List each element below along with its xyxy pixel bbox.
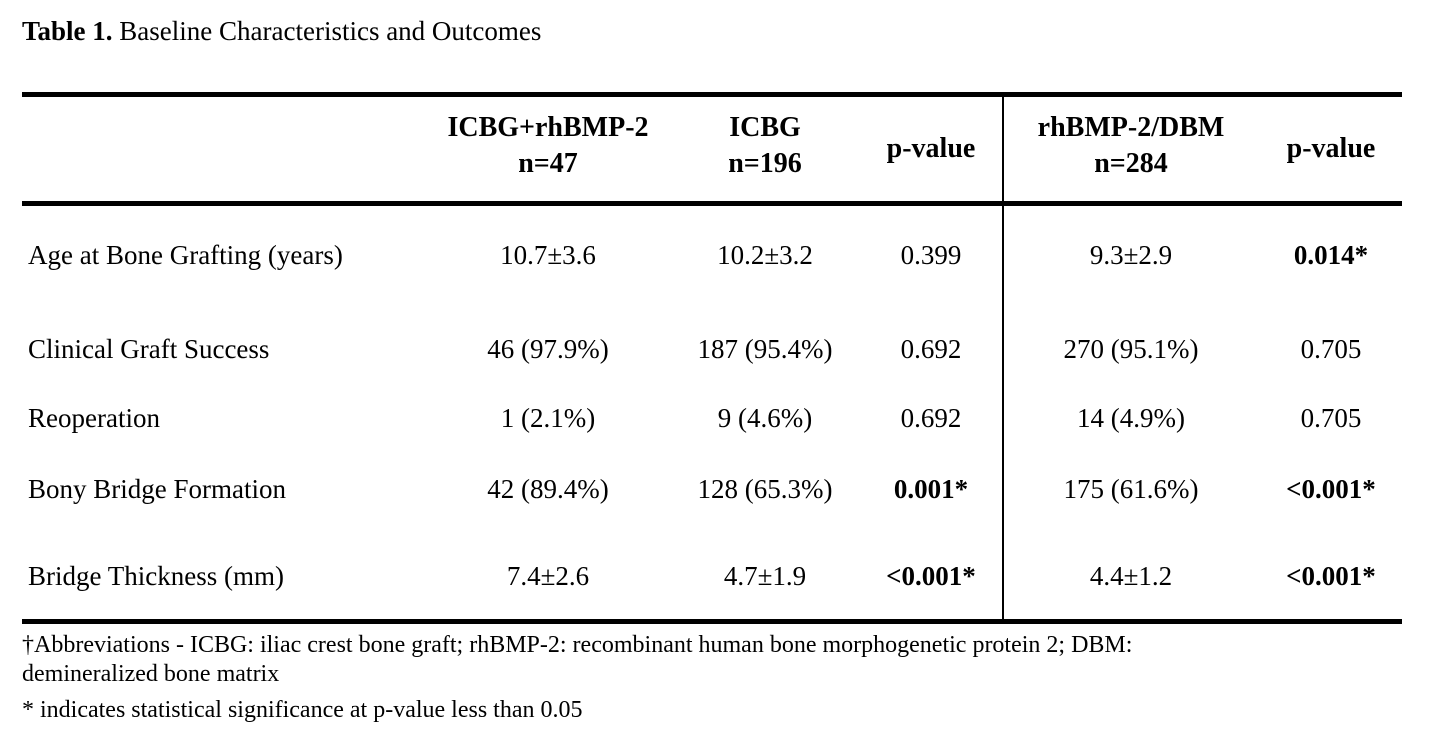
- cell-icbg: 128 (65.3%): [697, 474, 833, 504]
- footnote-abbreviations-cont: demineralized bone matrix: [22, 661, 280, 687]
- cell-icbg: 10.2±3.2: [717, 240, 813, 270]
- cell-icbg: 4.7±1.9: [723, 561, 807, 591]
- bottom-rule: [22, 619, 1402, 624]
- header-line: p-value: [886, 133, 976, 164]
- header-icbg: ICBG n=196: [690, 110, 840, 182]
- cell-p-value-2: 0.705: [1300, 334, 1362, 364]
- cell-p-value-1: 0.001*: [893, 474, 969, 504]
- top-rule: [22, 92, 1402, 97]
- cell-p-value-2: 0.705: [1300, 403, 1362, 433]
- row-label: Bony Bridge Formation: [28, 474, 286, 504]
- header-p-value-2: p-value: [1266, 131, 1396, 167]
- column-separator: [1002, 97, 1004, 619]
- cell-rhbmp-dbm: 175 (61.6%): [1063, 474, 1199, 504]
- cell-rhbmp-dbm: 14 (4.9%): [1077, 403, 1185, 433]
- cell-icbg-rhbmp: 46 (97.9%): [487, 334, 609, 364]
- header-rhbmp-dbm: rhBMP-2/DBM n=284: [1016, 110, 1246, 182]
- header-line: n=47: [518, 148, 578, 179]
- cell-icbg-rhbmp: 10.7±3.6: [500, 240, 596, 270]
- header-line: p-value: [1286, 133, 1376, 164]
- header-icbg-rhbmp: ICBG+rhBMP-2 n=47: [428, 110, 668, 182]
- cell-icbg-rhbmp: 42 (89.4%): [487, 474, 609, 504]
- cell-rhbmp-dbm: 4.4±1.2: [1089, 561, 1173, 591]
- header-rule: [22, 201, 1402, 206]
- cell-rhbmp-dbm: 270 (95.1%): [1063, 334, 1199, 364]
- cell-icbg-rhbmp: 1 (2.1%): [500, 403, 596, 433]
- row-label: Reoperation: [28, 403, 160, 433]
- header-line: n=284: [1094, 148, 1168, 179]
- cell-p-value-1: 0.399: [900, 240, 962, 270]
- header-p-value-1: p-value: [868, 131, 994, 167]
- cell-rhbmp-dbm: 9.3±2.9: [1089, 240, 1173, 270]
- header-line: ICBG+rhBMP-2: [447, 112, 649, 143]
- table-caption: Table 1. Baseline Characteristics and Ou…: [22, 14, 541, 48]
- header-line: rhBMP-2/DBM: [1037, 112, 1225, 143]
- cell-icbg: 9 (4.6%): [717, 403, 813, 433]
- cell-icbg-rhbmp: 7.4±2.6: [506, 561, 590, 591]
- row-label: Bridge Thickness (mm): [28, 561, 284, 591]
- row-label: Clinical Graft Success: [28, 334, 270, 364]
- cell-p-value-1: <0.001*: [886, 561, 976, 591]
- cell-icbg: 187 (95.4%): [697, 334, 833, 364]
- cell-p-value-1: 0.692: [900, 334, 962, 364]
- cell-p-value-2: <0.001*: [1286, 561, 1376, 591]
- cell-p-value-2: <0.001*: [1286, 474, 1376, 504]
- table-number: Table 1.: [22, 16, 113, 46]
- cell-p-value-2: 0.014*: [1293, 240, 1369, 270]
- header-line: n=196: [728, 148, 802, 179]
- cell-p-value-1: 0.692: [900, 403, 962, 433]
- table-title: Baseline Characteristics and Outcomes: [119, 16, 542, 46]
- footnote-abbreviations: †Abbreviations - ICBG: iliac crest bone …: [22, 632, 1133, 658]
- footnote-significance: * indicates statistical significance at …: [22, 697, 583, 723]
- header-line: ICBG: [729, 112, 801, 143]
- row-label: Age at Bone Grafting (years): [28, 240, 343, 270]
